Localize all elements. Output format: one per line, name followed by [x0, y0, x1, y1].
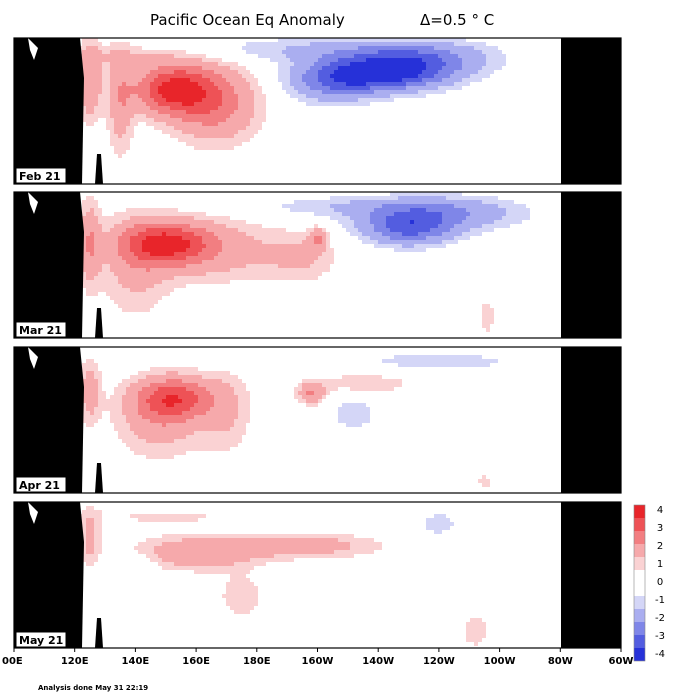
colorbar-tick-label: 4	[657, 505, 663, 516]
month-label: Feb 21	[19, 170, 61, 183]
land-mask	[14, 192, 621, 338]
month-label-box	[15, 321, 67, 338]
colorbar-swatch	[634, 596, 645, 609]
colorbar-swatch	[634, 557, 645, 570]
colorbar-swatch	[634, 622, 645, 635]
colorbar-swatch	[634, 648, 645, 661]
panel-may-21: May 21	[13, 501, 622, 649]
anomaly-field	[74, 38, 506, 158]
land-mask	[14, 347, 621, 493]
contour-interval-label: Δ=0.5 ° C	[420, 11, 494, 29]
x-tick-label: 180E	[243, 656, 271, 667]
chart-title: Pacific Ocean Eq Anomaly	[150, 11, 345, 29]
colorbar-tick-label: 3	[657, 523, 663, 534]
colorbar-frame	[633, 504, 646, 662]
colorbar-tick-label: 1	[657, 559, 663, 570]
land-mask	[14, 38, 621, 184]
panels-group: Feb 21 Mar 21 Apr 21 May 21	[13, 37, 622, 649]
colorbar-tick-label: 0	[657, 577, 663, 588]
colorbar-swatch	[634, 505, 645, 518]
colorbar-tick-label: 2	[657, 541, 663, 552]
colorbar-tick-label: -1	[655, 595, 665, 606]
x-tick-label: 60W	[609, 656, 634, 667]
x-tick-label: 00E	[2, 656, 23, 667]
panel-mar-21: Mar 21	[13, 191, 622, 339]
month-label-box	[15, 476, 67, 493]
colorbar-swatch	[634, 531, 645, 544]
x-tick-label: 100W	[484, 656, 516, 667]
panel-background	[14, 502, 621, 648]
colorbar-swatch	[634, 583, 645, 596]
x-tick-label: 120W	[423, 656, 455, 667]
colorbar-tick-label: -2	[655, 613, 665, 624]
analysis-footer: Analysis done May 31 22:19	[38, 684, 148, 692]
colorbar-swatch	[634, 635, 645, 648]
month-label: Apr 21	[19, 479, 60, 492]
anomaly-field	[78, 192, 530, 332]
panel-apr-21: Apr 21	[13, 346, 622, 494]
x-tick-label: 140W	[362, 656, 394, 667]
colorbar-swatch	[634, 570, 645, 583]
colorbar-tick-label: -3	[655, 631, 665, 642]
x-tick-label: 160W	[302, 656, 334, 667]
x-tick-label: 140E	[122, 656, 150, 667]
anomaly-field	[78, 355, 498, 487]
colorbar-tick-label: -4	[655, 649, 665, 660]
month-label-box	[15, 631, 67, 648]
colorbar-swatch	[634, 518, 645, 531]
colorbar-swatch	[634, 544, 645, 557]
month-label: Mar 21	[19, 324, 62, 337]
x-axis: 00E 120E 140E 160E 180E 160W 140W 120W 100W 80W 60…	[2, 648, 633, 667]
month-label: May 21	[19, 634, 63, 647]
land-mask	[14, 502, 621, 648]
colorbar: 4 3 2 1 0 -1 -2 -3 -4	[633, 504, 665, 662]
panel-background	[14, 347, 621, 493]
x-tick-label: 80W	[548, 656, 573, 667]
panel-feb-21: Feb 21	[13, 37, 622, 185]
chart-title-group: Pacific Ocean Eq Anomaly Δ=0.5 ° C	[150, 11, 494, 29]
x-tick-label: 120E	[61, 656, 89, 667]
x-tick-label: 160E	[182, 656, 210, 667]
panel-frame	[13, 346, 622, 494]
panel-frame	[13, 191, 622, 339]
panel-frame	[13, 37, 622, 185]
colorbar-swatch	[634, 609, 645, 622]
month-label-box	[15, 167, 67, 184]
